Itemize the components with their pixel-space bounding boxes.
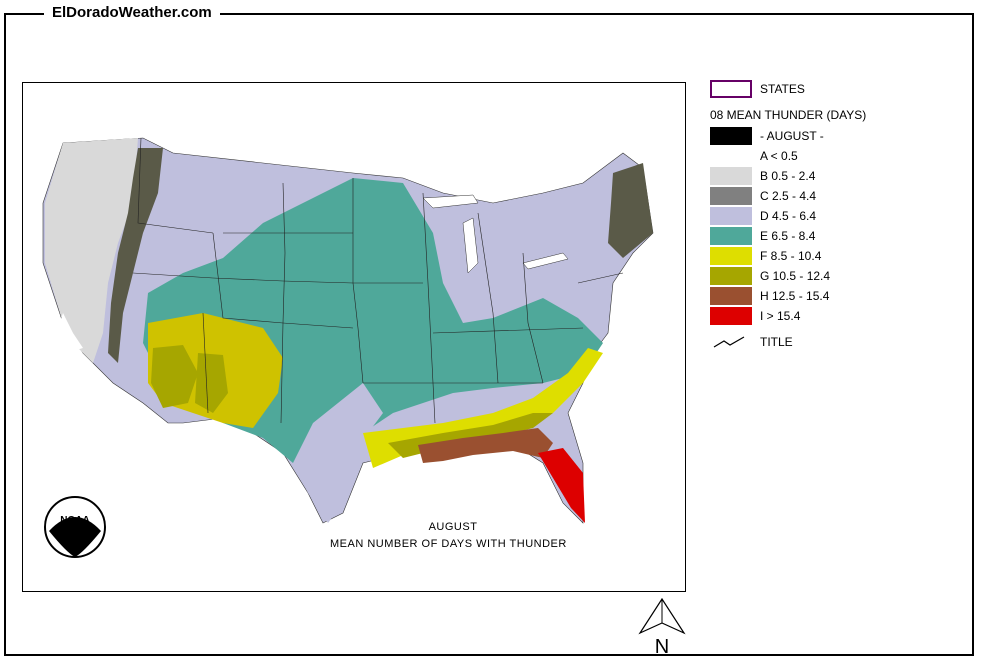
legend-class-row: B 0.5 - 2.4 <box>710 167 815 185</box>
legend-class-swatch <box>710 287 752 305</box>
north-arrow-icon: N <box>638 597 686 657</box>
legend-class-label: E 6.5 - 8.4 <box>760 229 816 243</box>
us-thunder-map: NOAA <box>42 137 654 558</box>
site-title: ElDoradoWeather.com <box>44 4 220 22</box>
florida-i-zone <box>538 448 585 523</box>
map-caption-month: AUGUST <box>428 521 478 533</box>
legend-month-label: - AUGUST - <box>760 129 824 143</box>
legend-class-swatch <box>710 147 752 165</box>
legend-class-swatch <box>710 247 752 265</box>
legend-month-row: - AUGUST - <box>710 127 824 145</box>
north-arrow-label: N <box>655 636 669 657</box>
legend-class-row: G 10.5 - 12.4 <box>710 267 830 285</box>
legend-class-label: B 0.5 - 2.4 <box>760 169 816 183</box>
legend-class-label: G 10.5 - 12.4 <box>760 269 831 283</box>
mountain-zone <box>108 148 163 363</box>
texas-zone <box>293 383 383 523</box>
noaa-logo-text: NOAA <box>60 515 89 526</box>
month-swatch <box>710 127 752 145</box>
title-line-icon <box>713 336 745 348</box>
legend-class-row: C 2.5 - 4.4 <box>710 187 816 205</box>
legend-class-label: H 12.5 - 15.4 <box>760 289 830 303</box>
noaa-logo: NOAA <box>44 496 106 558</box>
legend-class-row: I > 15.4 <box>710 307 800 325</box>
lake-michigan <box>462 217 479 274</box>
legend-class-row: H 12.5 - 15.4 <box>710 287 829 305</box>
legend-class-swatch <box>710 187 752 205</box>
legend-class-swatch <box>710 267 752 285</box>
legend-states-label: STATES <box>760 82 805 96</box>
outer-frame <box>4 13 974 656</box>
legend-class-swatch <box>710 307 752 325</box>
legend-class-label: F 8.5 - 10.4 <box>760 249 822 263</box>
southwest-g-zone <box>151 345 198 408</box>
legend-states-row: STATES <box>710 80 805 98</box>
legend-class-label: D 4.5 - 6.4 <box>760 209 817 223</box>
legend-class-label: C 2.5 - 4.4 <box>760 189 817 203</box>
legend-class-label: A < 0.5 <box>760 149 798 163</box>
new-england-zone <box>608 163 653 258</box>
legend-class-swatch <box>710 207 752 225</box>
west-coast-zone <box>45 138 138 363</box>
legend-class-row: E 6.5 - 8.4 <box>710 227 815 245</box>
legend-class-label: I > 15.4 <box>760 309 801 323</box>
ca-zone <box>58 313 83 351</box>
legend-class-swatch <box>710 167 752 185</box>
states-outline-swatch <box>710 80 752 98</box>
state-borders <box>132 137 624 424</box>
legend-title-row: TITLE <box>710 333 793 351</box>
map-caption-subtitle: MEAN NUMBER OF DAYS WITH THUNDER <box>330 538 567 550</box>
nm-g-zone <box>195 353 228 413</box>
legend-title-label: TITLE <box>760 335 793 349</box>
gulf-h-band <box>418 428 553 463</box>
map-panel: NOAA AUGUST MEAN NUMBER OF DAYS WITH THU… <box>22 82 686 592</box>
legend-header: 08 MEAN THUNDER (DAYS) <box>710 108 867 122</box>
lake-erie <box>522 252 569 270</box>
legend-class-row: A < 0.5 <box>710 147 798 165</box>
legend-class-row: D 4.5 - 6.4 <box>710 207 816 225</box>
lake-superior <box>422 194 479 209</box>
legend-class-swatch <box>710 227 752 245</box>
legend-class-row: F 8.5 - 10.4 <box>710 247 821 265</box>
